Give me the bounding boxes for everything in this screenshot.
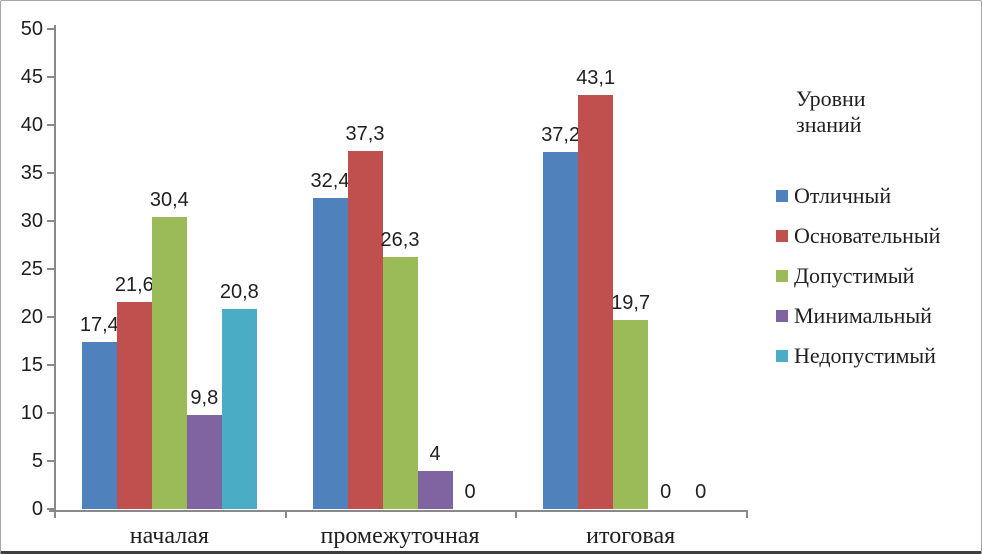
legend-item-Недопустимый: Недопустимый bbox=[776, 342, 936, 370]
bar-value-label: 37,3 bbox=[345, 122, 385, 145]
legend-item-Допустимый: Допустимый bbox=[776, 262, 914, 290]
bar-value-label: 0 bbox=[660, 481, 672, 503]
bar-Отличный-промежуточная bbox=[312, 197, 348, 509]
bar-value-label: 20,8 bbox=[219, 281, 259, 304]
bar-Отличный-итоговая bbox=[543, 151, 579, 509]
bar-Основательный-началая bbox=[116, 301, 152, 509]
legend-item-label: Основательный bbox=[794, 223, 941, 248]
y-tick bbox=[47, 316, 54, 318]
legend-marker-icon bbox=[776, 270, 788, 282]
y-tick bbox=[47, 124, 54, 126]
legend-marker-icon bbox=[776, 230, 788, 242]
y-tick bbox=[47, 172, 54, 174]
y-tick-label: 50 bbox=[20, 18, 43, 40]
legend-marker-icon bbox=[776, 310, 788, 322]
legend-item-label: Минимальный bbox=[794, 303, 932, 328]
y-tick bbox=[47, 364, 54, 366]
bar-value-label: 4 bbox=[429, 442, 441, 465]
bar-value-label: 0 bbox=[695, 481, 707, 503]
category-label: итоговая bbox=[586, 523, 676, 549]
y-tick bbox=[47, 412, 54, 414]
y-tick-label: 35 bbox=[20, 162, 43, 184]
bar-value-label: 30,4 bbox=[149, 189, 189, 212]
x-tick bbox=[284, 510, 287, 518]
bar-Основательный-итоговая bbox=[578, 95, 614, 509]
y-tick-label: 25 bbox=[20, 258, 43, 280]
category-label: промежуточная bbox=[320, 523, 480, 549]
y-tick-label: 15 bbox=[20, 354, 43, 376]
x-axis-line bbox=[49, 510, 748, 512]
x-tick bbox=[515, 510, 518, 518]
bar-Недопустимый-началая bbox=[221, 309, 257, 509]
y-axis-line bbox=[54, 25, 56, 511]
bar-value-label: 26,3 bbox=[380, 228, 420, 251]
legend-title: Уровни знаний bbox=[796, 86, 866, 137]
y-tick-label: 40 bbox=[20, 114, 43, 136]
bar-Минимальный-промежуточная bbox=[417, 470, 453, 509]
legend-item-label: Допустимый bbox=[794, 263, 915, 288]
legend-marker-icon bbox=[776, 350, 788, 362]
x-tick bbox=[746, 510, 748, 518]
legend-item-Отличный: Отличный bbox=[776, 182, 891, 210]
bar-value-label: 43,1 bbox=[576, 67, 616, 90]
y-tick bbox=[47, 76, 54, 78]
bar-value-label: 32,4 bbox=[310, 169, 350, 192]
y-tick bbox=[47, 28, 54, 30]
bar-Отличный-началая bbox=[81, 341, 117, 509]
legend-marker-icon bbox=[776, 190, 788, 202]
bar-value-label: 9,8 bbox=[190, 386, 219, 409]
bar-Основательный-промежуточная bbox=[347, 150, 383, 509]
bar-Допустимый-началая bbox=[151, 217, 187, 509]
bar-Допустимый-итоговая bbox=[613, 319, 649, 509]
x-tick bbox=[54, 510, 56, 518]
y-tick bbox=[47, 460, 54, 462]
bar-value-label: 17,4 bbox=[79, 313, 119, 336]
y-tick-label: 5 bbox=[31, 450, 43, 472]
bar-value-label: 0 bbox=[464, 481, 476, 503]
category-label: началая bbox=[129, 523, 209, 549]
bar-Допустимый-промежуточная bbox=[382, 256, 418, 509]
legend-item-label: Недопустимый bbox=[794, 343, 936, 368]
bar-Минимальный-началая bbox=[186, 414, 222, 509]
legend-item-Минимальный: Минимальный bbox=[776, 302, 932, 330]
y-tick-label: 0 bbox=[31, 498, 43, 520]
y-tick-label: 45 bbox=[20, 66, 43, 88]
y-tick bbox=[47, 508, 54, 510]
y-tick-label: 30 bbox=[20, 210, 43, 232]
legend-item-label: Отличный bbox=[794, 183, 892, 208]
legend-item-Основательный: Основательный bbox=[776, 222, 940, 250]
y-tick-label: 20 bbox=[20, 306, 43, 328]
y-tick bbox=[47, 220, 54, 222]
y-tick-label: 10 bbox=[20, 402, 43, 424]
y-tick bbox=[47, 268, 54, 270]
bar-value-label: 19,7 bbox=[611, 291, 651, 314]
bar-value-label: 37,2 bbox=[541, 123, 581, 146]
bar-value-label: 21,6 bbox=[114, 273, 154, 296]
